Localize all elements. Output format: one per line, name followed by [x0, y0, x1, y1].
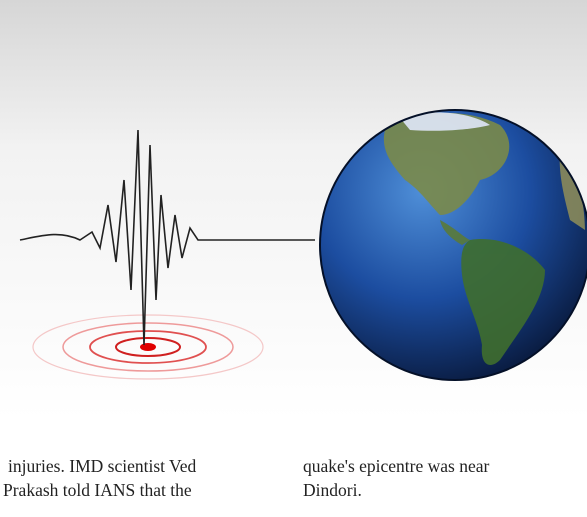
article-image	[0, 0, 587, 420]
column-1: injuries. IMD scientist Ved Prakash told…	[3, 454, 197, 502]
column-2: quake's epicentre was near Dindori.	[303, 454, 489, 502]
text-line: quake's epicentre was near	[303, 456, 490, 476]
text-line: injuries. IMD scientist Ved	[8, 456, 197, 476]
text-line: Prakash told IANS that the	[3, 480, 192, 500]
seismograph	[19, 129, 315, 346]
text-line: Dindori.	[303, 480, 362, 500]
